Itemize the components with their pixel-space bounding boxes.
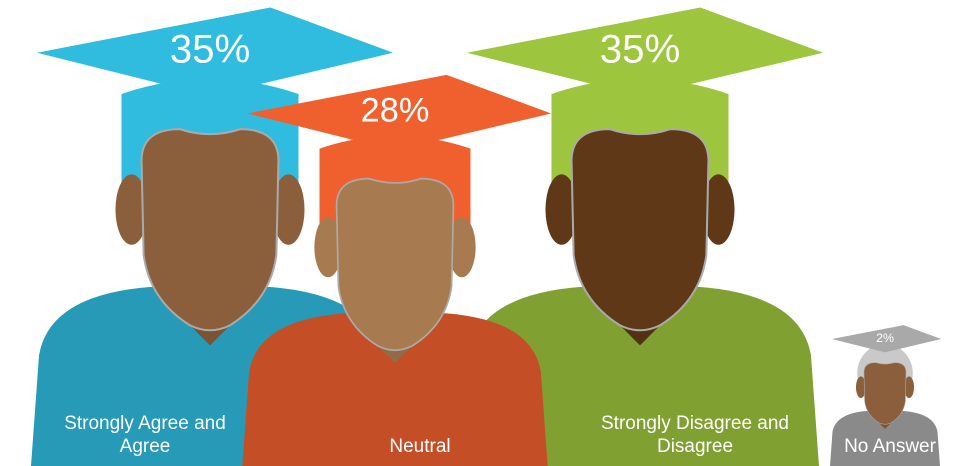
body xyxy=(830,411,940,466)
ear xyxy=(272,174,305,245)
category-label: Strongly Agree and Agree xyxy=(64,413,226,457)
body-shade xyxy=(461,287,819,466)
body xyxy=(461,287,819,466)
category-label: Neutral xyxy=(389,436,451,457)
value-label: 28% xyxy=(361,92,430,130)
face xyxy=(863,362,907,425)
ear xyxy=(448,217,476,278)
ear xyxy=(115,174,148,245)
mortarboard xyxy=(831,325,942,353)
category-label: Strongly Disagree and Disagree xyxy=(601,413,789,457)
face xyxy=(140,128,280,332)
face xyxy=(335,177,455,352)
category-label: No Answer xyxy=(844,436,936,457)
person-figure: 28% xyxy=(242,74,552,466)
value-label: 35% xyxy=(600,26,681,71)
ear xyxy=(702,174,735,245)
person-figure: 35% xyxy=(461,7,824,466)
mortarboard xyxy=(467,7,824,96)
ear xyxy=(314,217,342,278)
body-shade xyxy=(242,313,548,466)
person-figure: 2% xyxy=(830,325,942,466)
body-shade xyxy=(830,411,940,466)
face xyxy=(570,128,710,332)
ear xyxy=(545,174,578,245)
body xyxy=(242,313,548,466)
value-label: 35% xyxy=(170,26,251,71)
mortarboard xyxy=(37,7,394,96)
mortarboard xyxy=(247,74,552,151)
value-label: 2% xyxy=(876,331,894,345)
ear xyxy=(855,376,866,399)
ear xyxy=(904,376,915,399)
